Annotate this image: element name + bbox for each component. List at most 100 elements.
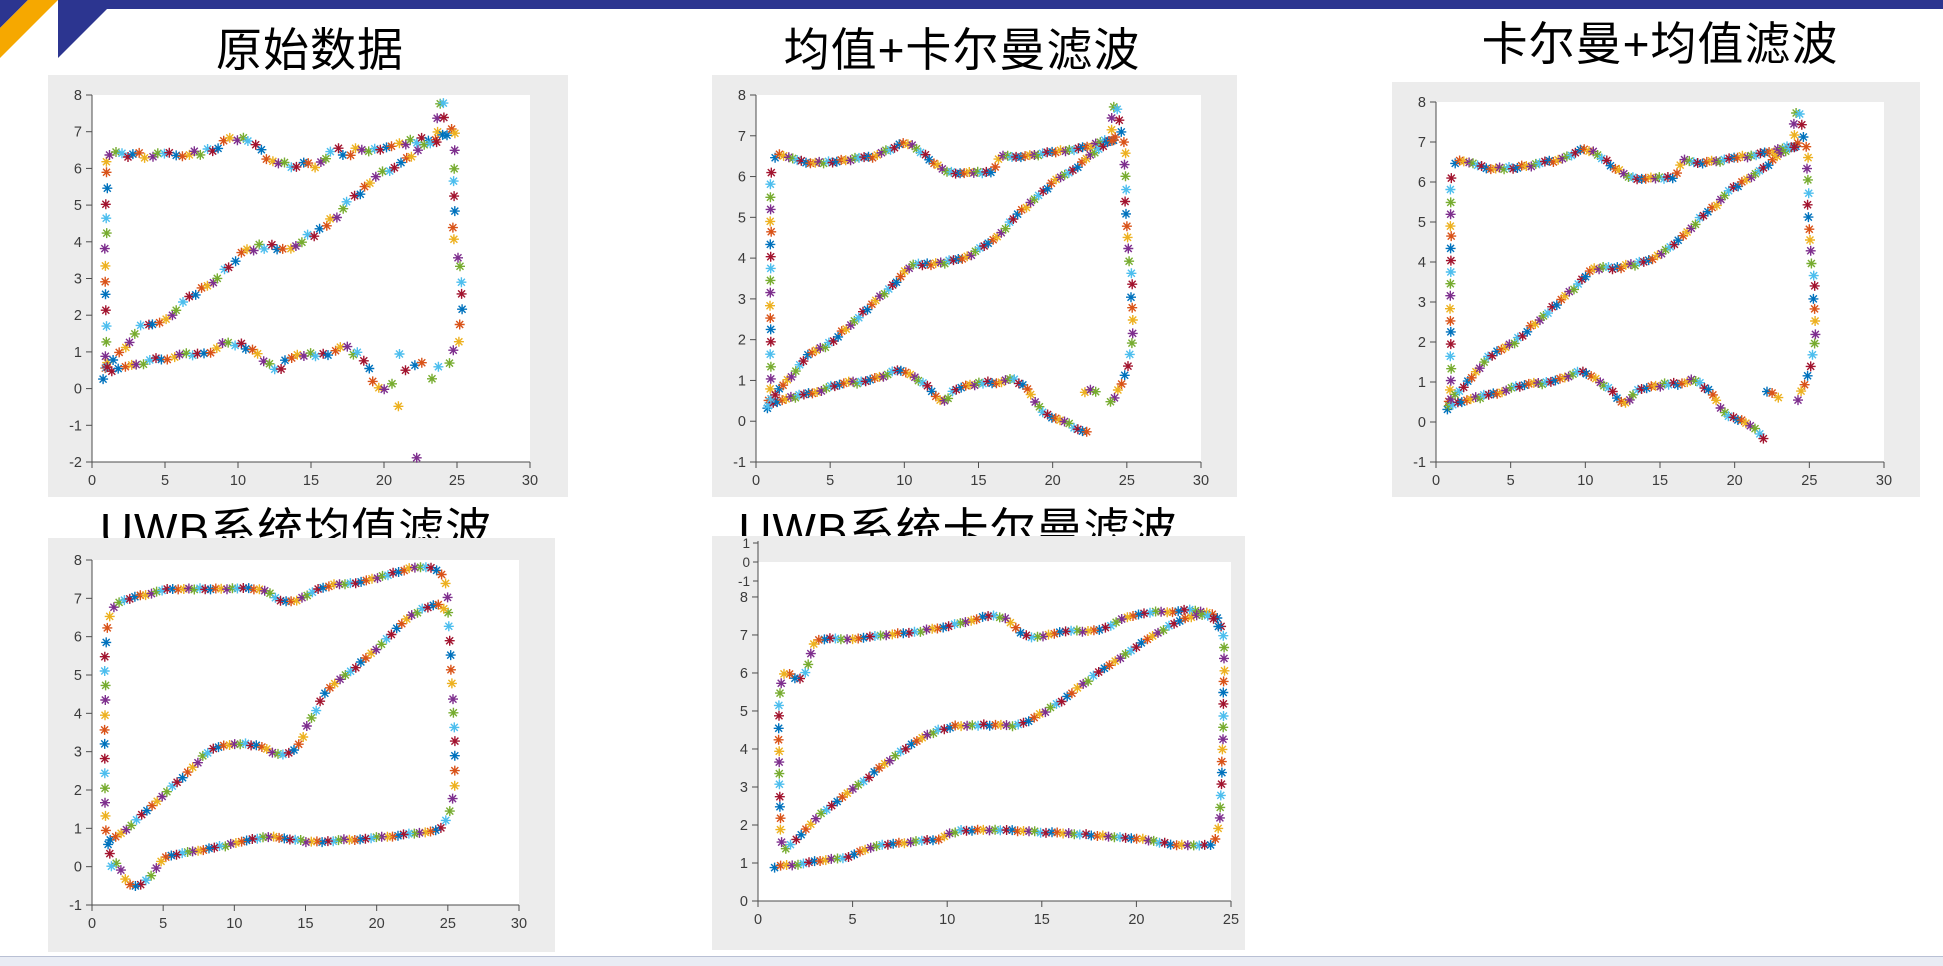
- svg-text:0: 0: [74, 860, 82, 876]
- svg-text:2: 2: [74, 783, 82, 799]
- svg-text:15: 15: [1034, 912, 1050, 928]
- svg-text:6: 6: [1418, 175, 1426, 191]
- svg-text:10: 10: [230, 473, 246, 489]
- ghost-axis-fragment: 1 0 -1: [738, 536, 759, 589]
- svg-text:15: 15: [1652, 473, 1668, 489]
- scatter-points: [98, 98, 468, 463]
- svg-text:3: 3: [1418, 295, 1426, 311]
- svg-text:25: 25: [1223, 912, 1239, 928]
- tick-labels: 0 5 10 15 20 25 30 -2 -1 0 1 2 3 4 5 6 7 8: [69, 88, 538, 489]
- svg-text:5: 5: [826, 473, 834, 489]
- svg-text:30: 30: [1876, 473, 1892, 489]
- svg-text:4: 4: [74, 706, 82, 722]
- svg-text:-1: -1: [69, 418, 82, 434]
- axes-lines: [1430, 101, 1885, 468]
- svg-text:1: 1: [738, 373, 746, 389]
- svg-text:0: 0: [88, 473, 96, 489]
- svg-text:0: 0: [752, 473, 760, 489]
- bottom-window-bar: [0, 956, 1943, 966]
- svg-text:6: 6: [740, 666, 748, 682]
- scatter-points: [99, 562, 460, 891]
- svg-text:25: 25: [1119, 473, 1135, 489]
- svg-text:30: 30: [511, 916, 527, 932]
- svg-text:7: 7: [74, 591, 82, 607]
- tick-labels: 0 5 10 15 20 25 30 -1 0 1 2 3 4 5 6 7 8: [733, 88, 1209, 489]
- axes-lines: [86, 94, 531, 468]
- plot-title-mean-kalman: 均值+卡尔曼滤波: [783, 24, 1141, 76]
- axes-lines: [750, 94, 1202, 468]
- svg-text:4: 4: [1418, 255, 1426, 271]
- svg-text:30: 30: [522, 473, 538, 489]
- scatter-canvas-uwb-mean: 0 5 10 15 20 25 30 -1 0 1 2 3 4 5 6 7 8: [48, 538, 555, 952]
- svg-text:7: 7: [74, 125, 82, 141]
- svg-text:20: 20: [1045, 473, 1061, 489]
- axes-background: [1436, 102, 1884, 462]
- axes-lines: [752, 562, 1232, 907]
- svg-text:10: 10: [896, 473, 912, 489]
- figure-panel-original-data: 0 5 10 15 20 25 30 -2 -1 0 1 2 3 4 5 6 7 8: [48, 75, 568, 497]
- svg-text:6: 6: [74, 161, 82, 177]
- svg-text:8: 8: [1418, 95, 1426, 111]
- svg-text:3: 3: [74, 272, 82, 288]
- svg-text:20: 20: [1128, 912, 1144, 928]
- svg-text:0: 0: [754, 912, 762, 928]
- svg-text:0: 0: [74, 382, 82, 398]
- svg-text:15: 15: [303, 473, 319, 489]
- svg-text:5: 5: [74, 198, 82, 214]
- svg-text:25: 25: [449, 473, 465, 489]
- svg-text:10: 10: [1577, 473, 1593, 489]
- svg-text:1: 1: [742, 536, 750, 551]
- svg-text:2: 2: [1418, 335, 1426, 351]
- svg-text:6: 6: [738, 170, 746, 186]
- svg-text:5: 5: [849, 912, 857, 928]
- svg-text:7: 7: [1418, 135, 1426, 151]
- svg-text:0: 0: [1418, 415, 1426, 431]
- svg-text:1: 1: [1418, 375, 1426, 391]
- svg-text:2: 2: [738, 333, 746, 349]
- figure-panel-uwb-kalman: 0 5 10 15 20 25 0 1 2 3 4 5 6 7 8 1 0 -1: [712, 536, 1245, 950]
- svg-text:-1: -1: [69, 898, 82, 914]
- svg-text:6: 6: [74, 630, 82, 646]
- svg-text:7: 7: [740, 628, 748, 644]
- svg-text:8: 8: [740, 590, 748, 606]
- scatter-canvas-original-data: 0 5 10 15 20 25 30 -2 -1 0 1 2 3 4 5 6 7 8: [48, 75, 568, 497]
- svg-text:1: 1: [740, 856, 748, 872]
- svg-text:8: 8: [738, 88, 746, 104]
- svg-text:10: 10: [939, 912, 955, 928]
- svg-text:0: 0: [1432, 473, 1440, 489]
- svg-text:15: 15: [970, 473, 986, 489]
- svg-text:5: 5: [161, 473, 169, 489]
- svg-text:4: 4: [74, 235, 82, 251]
- svg-text:5: 5: [738, 210, 746, 226]
- scatter-canvas-mean-kalman: 0 5 10 15 20 25 30 -1 0 1 2 3 4 5 6 7 8: [712, 75, 1237, 497]
- svg-text:5: 5: [74, 668, 82, 684]
- svg-text:25: 25: [440, 916, 456, 932]
- svg-text:-1: -1: [733, 455, 746, 471]
- svg-text:20: 20: [369, 916, 385, 932]
- svg-text:20: 20: [1727, 473, 1743, 489]
- plot-title-kalman-mean: 卡尔曼+均值滤波: [1481, 18, 1839, 70]
- axes-background: [758, 562, 1231, 901]
- axes-background: [756, 95, 1201, 462]
- svg-text:-1: -1: [1413, 455, 1426, 471]
- svg-text:0: 0: [88, 916, 96, 932]
- scatter-points: [762, 101, 1138, 437]
- scatter-points: [769, 604, 1230, 873]
- svg-text:2: 2: [74, 308, 82, 324]
- axes-background: [92, 560, 519, 905]
- svg-text:20: 20: [376, 473, 392, 489]
- svg-text:0: 0: [738, 414, 746, 430]
- svg-text:1: 1: [74, 345, 82, 361]
- svg-text:-2: -2: [69, 455, 82, 471]
- svg-text:1: 1: [74, 821, 82, 837]
- figure-panel-uwb-mean: 0 5 10 15 20 25 30 -1 0 1 2 3 4 5 6 7 8: [48, 538, 555, 952]
- top-accent-bar: [104, 0, 1943, 9]
- svg-text:30: 30: [1193, 473, 1209, 489]
- svg-text:3: 3: [74, 745, 82, 761]
- svg-text:4: 4: [740, 742, 748, 758]
- plot-title-original-data: 原始数据: [216, 24, 404, 76]
- svg-text:5: 5: [740, 704, 748, 720]
- figure-panel-mean-kalman: 0 5 10 15 20 25 30 -1 0 1 2 3 4 5 6 7 8: [712, 75, 1237, 497]
